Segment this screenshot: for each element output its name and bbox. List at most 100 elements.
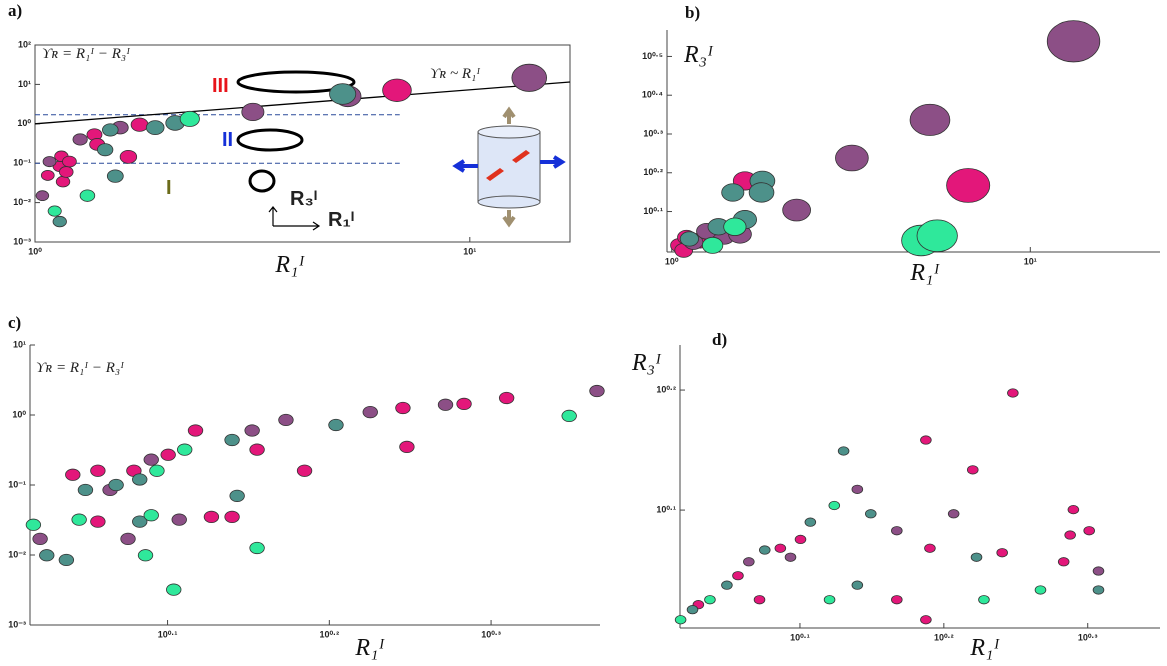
cylinder-diagram (452, 106, 566, 228)
point (1083, 526, 1095, 536)
panel-label: a) (8, 1, 22, 20)
panel-label: d) (712, 330, 727, 349)
point (947, 509, 960, 519)
point (674, 615, 687, 625)
point (794, 534, 807, 545)
point (120, 532, 136, 545)
point (224, 433, 240, 447)
y-tick-label: 10⁻² (8, 549, 26, 559)
point (511, 63, 548, 92)
point (244, 424, 260, 437)
point (1092, 585, 1105, 595)
annotation: III (212, 75, 229, 97)
point (71, 513, 87, 526)
y-axis-label: R₃ᴵ (631, 350, 662, 376)
point (920, 615, 932, 625)
x-tick-label: 10⁰·³ (481, 629, 501, 639)
y-tick-label: 10⁻³ (8, 619, 26, 629)
point (52, 215, 67, 228)
annotation: ϒʀ ~ R₁ᴵ (430, 66, 480, 82)
point (249, 541, 265, 555)
point (278, 413, 294, 427)
cylinder-top (477, 125, 541, 139)
x-tick-label: 10⁰·² (320, 629, 340, 639)
annotation: R₃ᴵ (290, 188, 317, 210)
point (723, 217, 747, 236)
panel: 10⁰·¹ 10⁰·² 10⁰·¹ 10⁰·² 10⁰·³ d) R₁ᴵ R₃ᴵ (631, 330, 1160, 661)
arrow-right (540, 155, 566, 169)
point (437, 398, 454, 411)
point (891, 526, 903, 536)
point (35, 190, 50, 202)
x-axis-label: R₁ᴵ (354, 635, 385, 661)
point (224, 510, 240, 524)
point (753, 595, 766, 605)
x-tick-label: 10⁰ (28, 246, 42, 256)
point (382, 78, 412, 102)
point (143, 453, 159, 466)
point (171, 513, 187, 526)
point (399, 440, 415, 454)
point (137, 549, 154, 562)
point (106, 169, 124, 183)
cylinder-body (477, 131, 541, 203)
point (149, 464, 165, 477)
point (996, 548, 1008, 558)
arrow-vertical (502, 106, 516, 228)
point (229, 489, 245, 502)
x-tick-label: 10⁰·¹ (158, 629, 178, 639)
plot-frame (34, 44, 571, 243)
point (132, 473, 148, 486)
glyph-up (268, 206, 278, 226)
point (1007, 388, 1019, 398)
point (732, 571, 744, 581)
point (865, 509, 877, 519)
y-tick-label: 10¹ (18, 79, 31, 89)
point (704, 595, 716, 605)
x-tick-label: 10⁰·¹ (790, 632, 810, 642)
point (782, 198, 811, 222)
point (32, 532, 48, 545)
point (721, 580, 733, 590)
y-tick-label: 10⁻² (13, 197, 31, 207)
point (1034, 585, 1047, 595)
point (90, 464, 106, 477)
x-tick-label: 10⁰·³ (1078, 632, 1098, 642)
point (177, 443, 193, 456)
point (978, 595, 990, 605)
point (686, 605, 699, 615)
y-tick-label: 10⁻³ (13, 236, 31, 246)
point (296, 464, 313, 477)
y-tick-label: 10¹ (13, 339, 26, 349)
point (828, 500, 841, 511)
point (589, 384, 605, 398)
point (916, 219, 958, 253)
annotation: I (166, 177, 172, 199)
axes-glyph (268, 206, 321, 231)
x-tick-label: 10⁰ (665, 256, 679, 266)
glyph-right (273, 221, 321, 231)
point (62, 155, 77, 168)
point (966, 465, 979, 475)
ellipse-i (248, 169, 276, 193)
y-tick-label: 10² (18, 39, 31, 49)
point (498, 391, 515, 405)
y-tick-label: 10⁰ (17, 118, 31, 128)
point (362, 405, 378, 419)
panel-label: b) (685, 3, 700, 22)
point (851, 580, 864, 590)
point (804, 517, 817, 527)
point (179, 110, 200, 127)
annotation: ϒʀ = R₁ᴵ − R₃ᴵ (36, 360, 124, 376)
point (65, 468, 81, 481)
point (249, 443, 265, 456)
y-tick-label: 10⁰ (12, 409, 26, 419)
y-axis-label: R₃ᴵ (683, 42, 714, 68)
x-axis-label: R₁ᴵ (969, 635, 1000, 661)
y-tick-label: 10⁰·² (656, 384, 676, 394)
cylinder-bottom (477, 195, 541, 209)
point (1067, 505, 1080, 515)
x-tick-label: 10¹ (463, 246, 476, 256)
point (40, 169, 55, 181)
point (891, 595, 903, 605)
